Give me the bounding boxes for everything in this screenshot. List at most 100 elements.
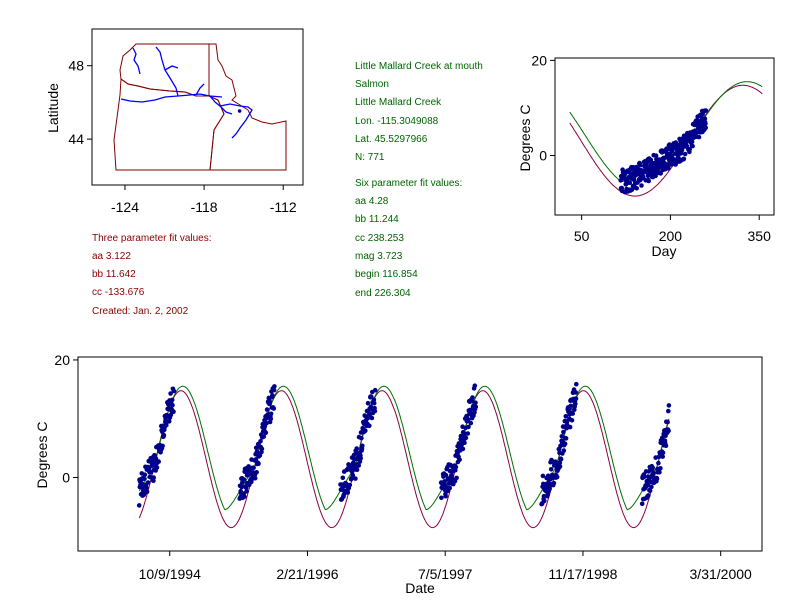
observed-point xyxy=(689,139,695,144)
created-date: Created: Jan. 2, 2002 xyxy=(92,306,189,317)
observed-point xyxy=(681,156,687,162)
ts-observed-point xyxy=(457,457,462,463)
snake-river xyxy=(209,95,253,139)
ts-observed-point xyxy=(166,419,172,424)
ts-observed-point xyxy=(666,408,671,414)
ts-observed-point xyxy=(358,455,364,461)
ts-observed-point xyxy=(646,493,651,498)
ts-observed-point xyxy=(268,411,274,417)
ts-observed-point xyxy=(656,460,661,466)
ts-observed-point xyxy=(264,407,270,412)
ts-observed-point xyxy=(168,391,173,396)
ts-observed-point xyxy=(568,403,573,409)
ts-observed-point xyxy=(365,400,371,406)
ts-observed-point xyxy=(164,423,169,428)
ts-observed-point xyxy=(472,383,478,389)
ts-observed-point xyxy=(156,459,161,464)
ts-observed-point xyxy=(557,464,563,469)
ts-observed-point xyxy=(359,435,364,441)
observed-point xyxy=(666,166,671,171)
observed-point xyxy=(702,116,708,121)
ts-observed-point xyxy=(443,472,449,478)
six-param-cc: cc 238.253 xyxy=(355,233,404,244)
observed-point xyxy=(631,177,637,182)
ts-observed-point xyxy=(161,432,167,438)
ts-observed-point xyxy=(268,416,274,422)
ts-observed-point xyxy=(563,414,569,419)
ts-observed-point xyxy=(136,503,142,508)
ts-observed-point xyxy=(567,424,573,430)
ts-observed-point xyxy=(649,484,654,490)
ts-observed-point xyxy=(350,472,356,478)
ts-observed-point xyxy=(447,485,453,491)
observed-point xyxy=(653,173,658,179)
ts-observed-point xyxy=(641,474,647,480)
seasonal-x-tick-label: 50 xyxy=(574,228,590,244)
ts-observed-point xyxy=(443,493,449,499)
ts-observed-point xyxy=(651,470,656,476)
observed-point xyxy=(667,142,672,147)
ts-observed-point xyxy=(345,490,351,495)
ts-observed-point xyxy=(271,387,277,393)
ts-observed-point xyxy=(650,465,655,470)
site-lat: Lat. 45.5297966 xyxy=(355,134,428,145)
six-param-end: end 226.304 xyxy=(355,288,411,299)
ts-observed-point xyxy=(462,440,467,446)
three-param-aa: aa 3.122 xyxy=(92,251,131,262)
ts-observed-point xyxy=(569,418,575,423)
ts-observed-point xyxy=(453,464,459,470)
ts-observed-point xyxy=(367,423,372,429)
ts-observed-point xyxy=(540,473,546,479)
timeseries-x-tick-label: 3/31/2000 xyxy=(690,566,752,582)
ts-observed-point xyxy=(562,441,568,447)
observed-point xyxy=(680,145,685,150)
six-param-mag: mag 3.723 xyxy=(355,251,403,262)
seasonal-xlabel: Day xyxy=(652,243,677,259)
ts-observed-point xyxy=(645,483,651,488)
seasonal-x-tick-label: 200 xyxy=(659,228,683,244)
timeseries-frame xyxy=(77,356,763,552)
three-param-header: Three parameter fit values: xyxy=(92,233,212,244)
ts-observed-point xyxy=(660,454,665,459)
ts-observed-point xyxy=(154,465,160,470)
map-frame xyxy=(91,28,304,186)
ts-observed-point xyxy=(142,472,148,478)
ts-observed-point xyxy=(252,475,258,481)
observed-point xyxy=(684,143,690,149)
timeseries-x-tick-label: 2/21/1996 xyxy=(276,566,338,582)
ts-observed-point xyxy=(666,403,672,408)
observed-point xyxy=(639,183,644,188)
ts-observed-point xyxy=(463,435,469,441)
ts-observed-point xyxy=(239,484,244,490)
ts-observed-point xyxy=(363,428,368,434)
ts-observed-point xyxy=(574,381,579,387)
ts-observed-point xyxy=(647,488,653,494)
ts-observed-point xyxy=(261,434,267,439)
ts-observed-point xyxy=(446,476,451,481)
ts-observed-point xyxy=(168,412,174,418)
ts-observed-point xyxy=(439,495,444,501)
ts-observed-point xyxy=(658,466,663,471)
ts-observed-point xyxy=(561,448,567,453)
ts-observed-point xyxy=(554,474,560,480)
site-info: Little Mallard Creek at mouth Salmon Lit… xyxy=(355,61,483,299)
timeseries-x-tick-label: 11/17/1998 xyxy=(548,566,617,582)
six-param-begin: begin 116.854 xyxy=(355,269,418,280)
ts-observed-point xyxy=(353,476,358,481)
ts-observed-point xyxy=(465,431,471,436)
ts-observed-point xyxy=(657,469,662,475)
six-param-header: Six parameter fit values: xyxy=(355,178,462,189)
ts-observed-point xyxy=(369,415,375,421)
ts-observed-point xyxy=(151,475,156,480)
ts-observed-point xyxy=(663,443,669,449)
site-n: N: 771 xyxy=(355,152,385,163)
observed-point xyxy=(694,130,699,136)
site-basin: Salmon xyxy=(355,79,389,90)
timeseries-x-tick-label: 7/5/1997 xyxy=(418,566,473,582)
ts-observed-point xyxy=(466,424,471,430)
map-y-tick-label: 44 xyxy=(68,131,84,147)
map-x-tick-label: -112 xyxy=(270,199,297,215)
tributary-2 xyxy=(219,105,233,115)
ts-observed-point xyxy=(241,477,247,482)
